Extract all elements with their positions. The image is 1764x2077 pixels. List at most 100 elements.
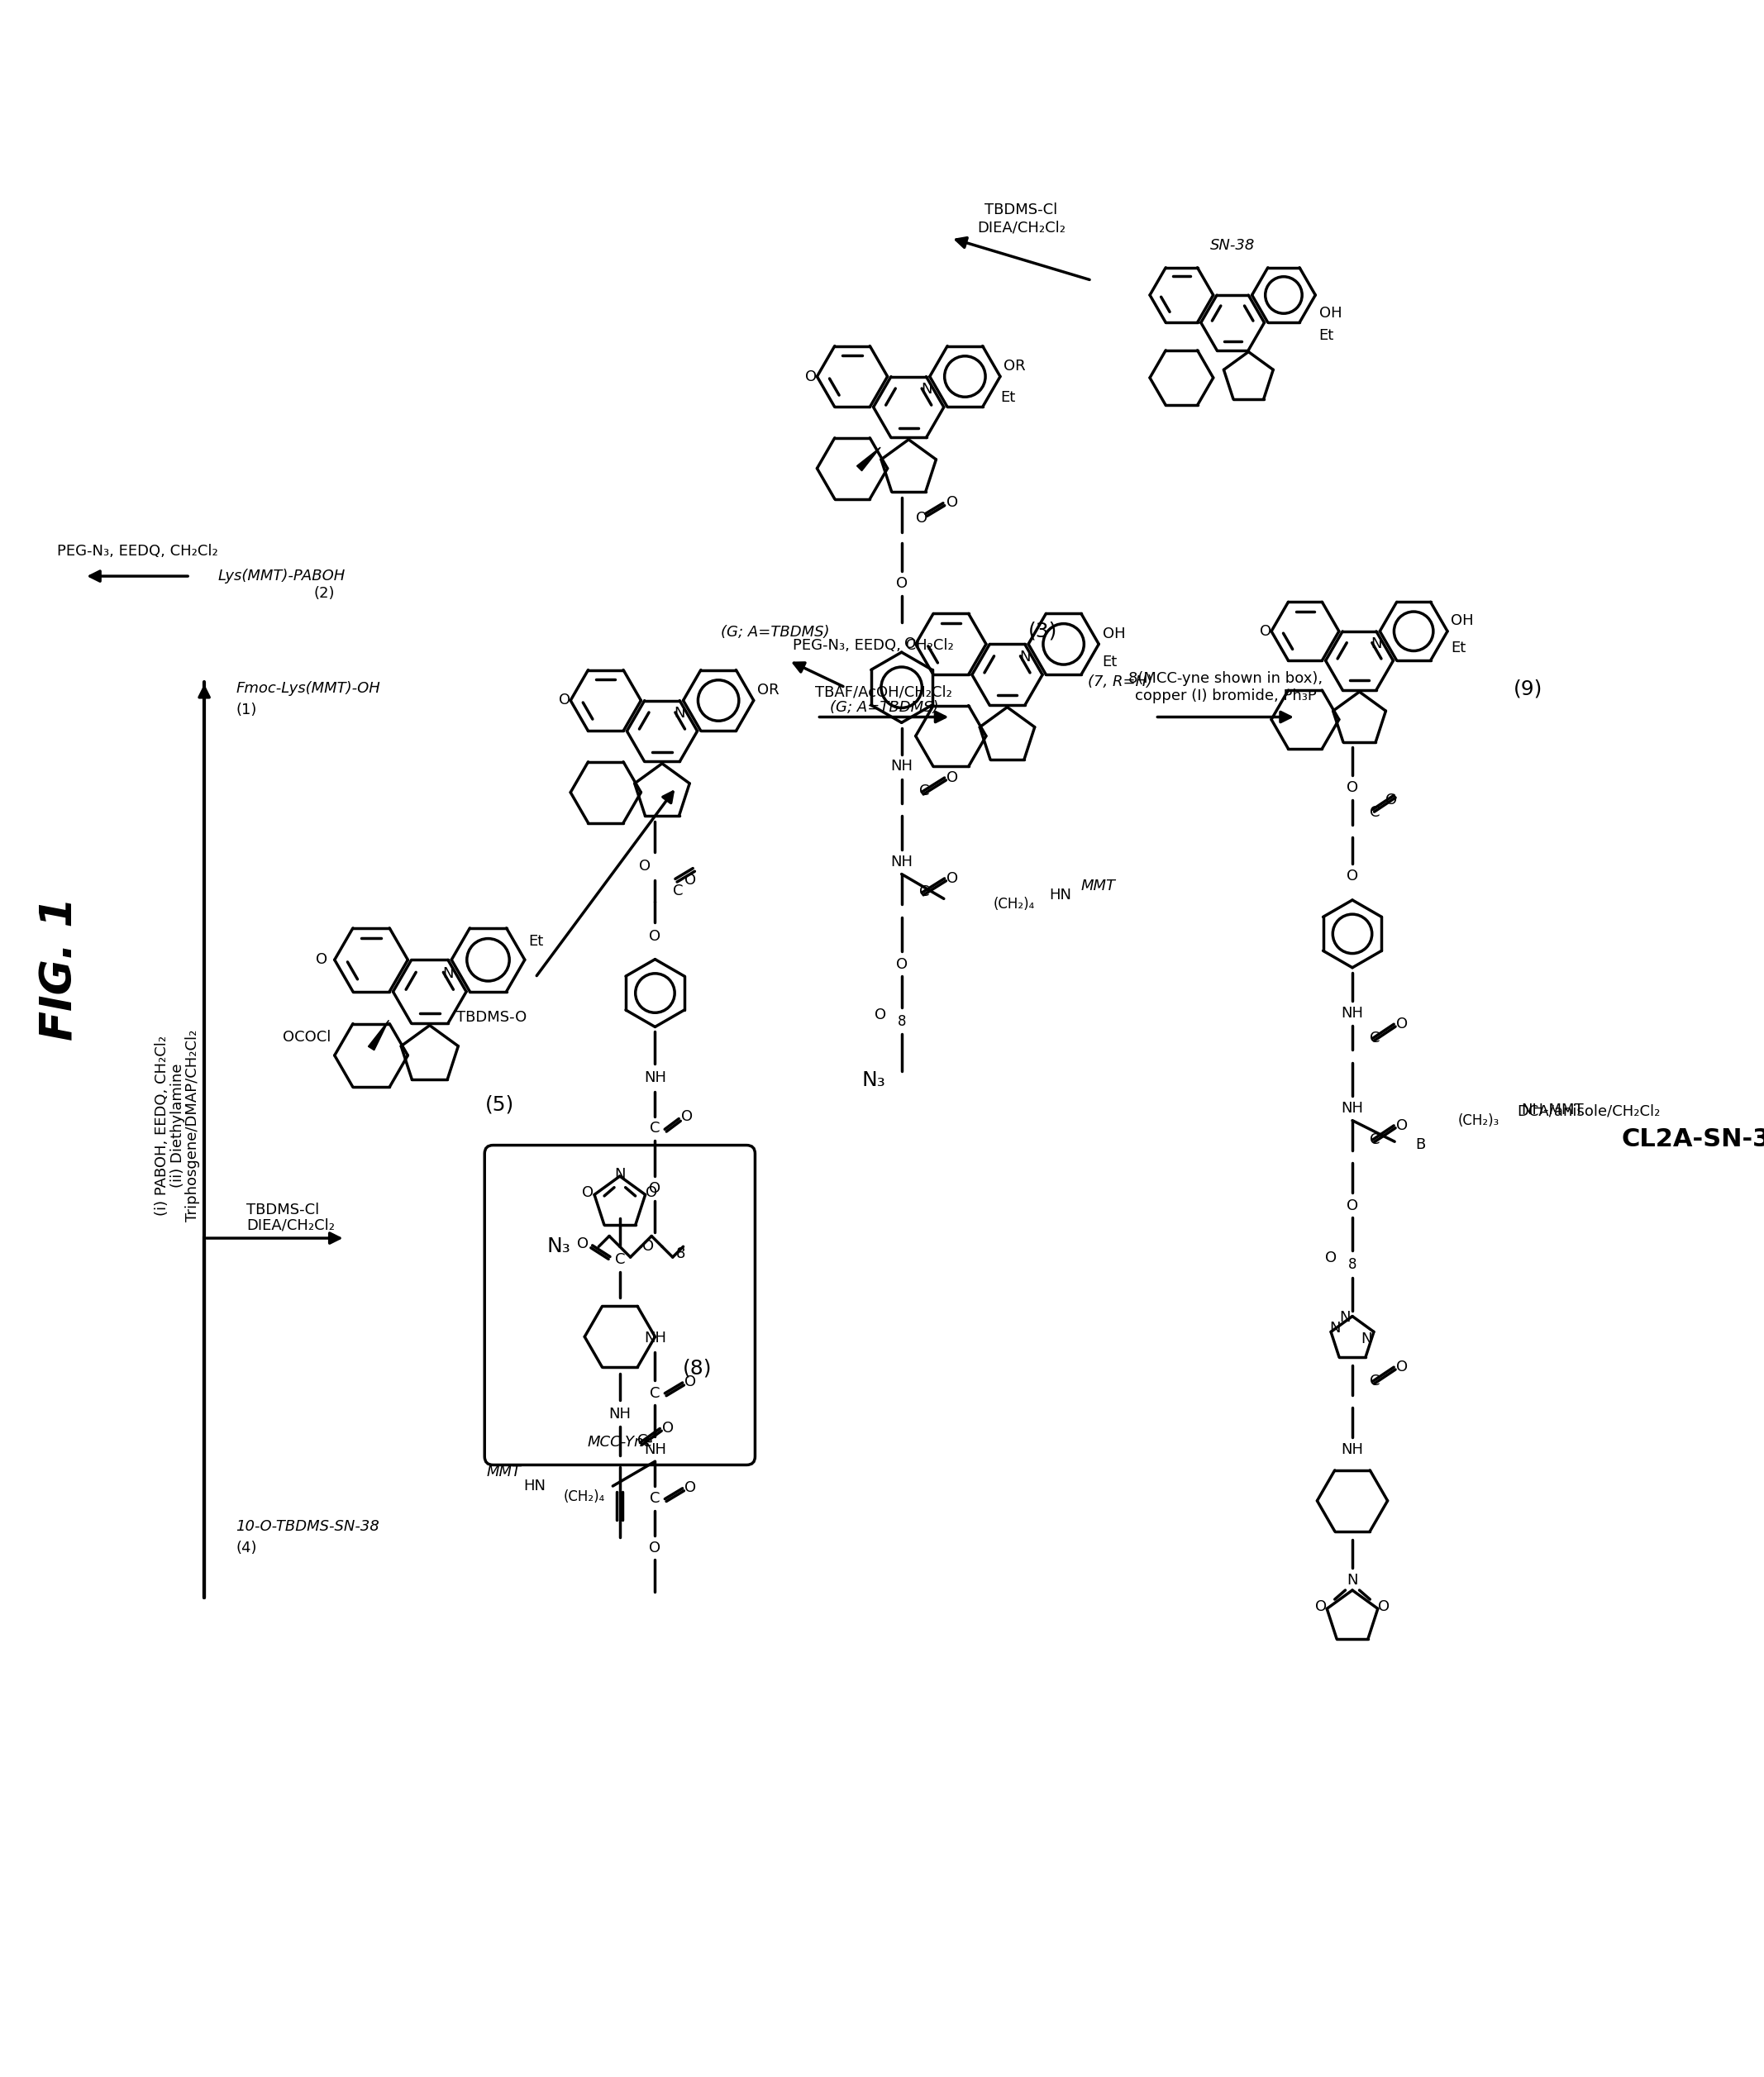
Text: NH: NH: [644, 1441, 667, 1456]
Text: NH: NH: [891, 758, 912, 775]
Text: N: N: [1346, 1572, 1358, 1587]
Text: C: C: [614, 1252, 624, 1267]
Text: O: O: [681, 1109, 693, 1124]
Text: MMT: MMT: [1081, 879, 1117, 893]
Text: TBDMS-Cl: TBDMS-Cl: [984, 201, 1058, 218]
Text: C: C: [1371, 1373, 1379, 1390]
Text: C: C: [919, 783, 930, 798]
Text: O: O: [1395, 1360, 1408, 1375]
Text: O: O: [559, 694, 570, 708]
Text: NH: NH: [609, 1406, 632, 1421]
Text: (7, R=H): (7, R=H): [1088, 675, 1152, 690]
Text: C: C: [1371, 1030, 1379, 1045]
Text: 8: 8: [676, 1246, 686, 1261]
Text: O: O: [684, 1375, 697, 1390]
Text: O: O: [1346, 781, 1358, 795]
Text: O: O: [684, 1481, 697, 1495]
Text: (1): (1): [236, 702, 258, 717]
Text: Et: Et: [527, 935, 543, 949]
Text: O: O: [1325, 1250, 1337, 1265]
Text: NH-MMT: NH-MMT: [1521, 1103, 1584, 1117]
Text: O: O: [1385, 793, 1397, 808]
FancyBboxPatch shape: [485, 1144, 755, 1464]
Polygon shape: [857, 447, 880, 471]
Text: N: N: [921, 382, 931, 397]
Text: 8: 8: [1348, 1257, 1357, 1273]
Text: N: N: [674, 706, 684, 721]
Text: O: O: [662, 1421, 674, 1435]
Text: O: O: [649, 928, 662, 945]
Text: O: O: [916, 511, 928, 525]
Text: MCC-Yne: MCC-Yne: [587, 1435, 653, 1450]
Text: Et: Et: [1319, 328, 1334, 343]
Text: O: O: [577, 1236, 589, 1250]
Text: TBDMS-O: TBDMS-O: [457, 1009, 527, 1024]
Text: SN-38: SN-38: [1210, 237, 1256, 253]
Text: O: O: [947, 496, 958, 511]
Text: TBAF/AcOH/CH₂Cl₂: TBAF/AcOH/CH₂Cl₂: [815, 685, 953, 700]
Text: (5): (5): [485, 1095, 515, 1113]
Text: C: C: [649, 1122, 660, 1136]
Text: C: C: [649, 1385, 660, 1400]
Text: NH: NH: [1341, 1444, 1364, 1458]
Text: 8: 8: [898, 1014, 907, 1030]
Text: O: O: [1395, 1016, 1408, 1032]
Text: (ii) Diethylamine: (ii) Diethylamine: [169, 1063, 185, 1188]
Text: OR: OR: [1004, 359, 1025, 374]
Text: O: O: [649, 1541, 662, 1556]
Text: DIEA/CH₂Cl₂: DIEA/CH₂Cl₂: [247, 1217, 335, 1234]
Text: Et: Et: [1000, 390, 1016, 405]
Text: O: O: [582, 1186, 594, 1201]
Text: PEG-N₃, EEDQ, CH₂Cl₂: PEG-N₃, EEDQ, CH₂Cl₂: [792, 638, 954, 654]
Text: N₃: N₃: [861, 1070, 886, 1090]
Text: N: N: [1360, 1331, 1372, 1346]
Text: O: O: [947, 870, 958, 885]
Text: O: O: [1378, 1599, 1390, 1614]
Text: O: O: [806, 370, 817, 384]
Text: 8(MCC-yne shown in box),: 8(MCC-yne shown in box),: [1129, 671, 1323, 685]
Text: B: B: [1416, 1138, 1425, 1153]
Text: O: O: [896, 577, 907, 592]
Text: C: C: [919, 885, 930, 899]
Text: DIEA/CH₂Cl₂: DIEA/CH₂Cl₂: [977, 220, 1065, 235]
Text: OCOCl: OCOCl: [282, 1030, 332, 1045]
Polygon shape: [369, 1020, 388, 1051]
Text: (3): (3): [1028, 621, 1057, 642]
Text: FIG. 1: FIG. 1: [39, 897, 81, 1041]
Text: O: O: [316, 953, 328, 968]
Text: (i) PABOH, EEDQ, CH₂Cl₂: (i) PABOH, EEDQ, CH₂Cl₂: [155, 1034, 169, 1215]
Text: MMT: MMT: [487, 1464, 520, 1479]
Text: O: O: [1259, 623, 1272, 640]
Text: OH: OH: [1452, 613, 1473, 629]
Text: TBDMS-Cl: TBDMS-Cl: [247, 1203, 319, 1217]
Text: O: O: [649, 1182, 662, 1196]
Text: Et: Et: [1102, 654, 1117, 669]
Text: N: N: [614, 1167, 626, 1182]
Text: OH: OH: [1102, 625, 1125, 642]
Text: N: N: [1020, 650, 1030, 665]
Text: O: O: [1346, 1198, 1358, 1213]
Text: O: O: [875, 1007, 886, 1022]
Text: NH: NH: [1341, 1101, 1364, 1115]
Text: copper (I) bromide, Ph₃P: copper (I) bromide, Ph₃P: [1134, 687, 1316, 704]
Text: DCA/anisole/CH₂Cl₂: DCA/anisole/CH₂Cl₂: [1517, 1105, 1660, 1120]
Text: O: O: [903, 638, 916, 652]
Text: (CH₂)₃: (CH₂)₃: [1459, 1113, 1499, 1128]
Text: (G; A=TBDMS): (G; A=TBDMS): [720, 625, 829, 640]
Text: O: O: [896, 957, 907, 972]
Text: N: N: [1371, 636, 1381, 652]
Text: C: C: [1371, 1132, 1379, 1147]
Text: (G; A=TBDMS): (G; A=TBDMS): [829, 700, 938, 714]
Text: C: C: [649, 1491, 660, 1506]
Text: (4): (4): [236, 1541, 258, 1556]
Text: (CH₂)₄: (CH₂)₄: [993, 897, 1035, 912]
Text: C: C: [1371, 806, 1379, 820]
Text: O: O: [646, 1186, 658, 1201]
Text: O: O: [1314, 1599, 1327, 1614]
Text: NH: NH: [644, 1331, 667, 1346]
Text: NH: NH: [644, 1070, 667, 1084]
Text: PEG-N₃, EEDQ, CH₂Cl₂: PEG-N₃, EEDQ, CH₂Cl₂: [56, 544, 217, 559]
Text: 10-Ο-TBDMS-SN-38: 10-Ο-TBDMS-SN-38: [236, 1520, 379, 1535]
Text: O: O: [642, 1240, 654, 1255]
Text: (9): (9): [1514, 679, 1544, 698]
